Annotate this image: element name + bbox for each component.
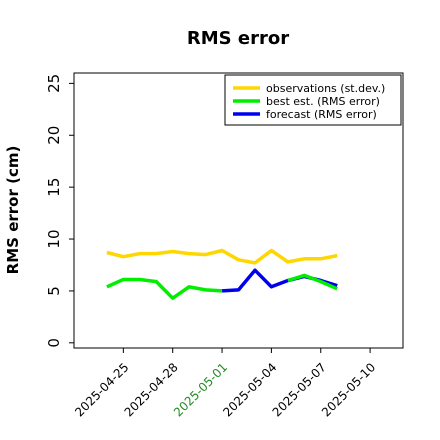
x-axis-ticks: 2025-04-252025-04-282025-05-012025-05-04… [72,348,378,419]
y-tick-label: 10 [45,229,63,248]
series-line [287,273,338,291]
y-tick-label: 15 [45,178,63,197]
series-line [106,248,338,265]
plot-area-frame [73,72,404,349]
y-tick-label: 0 [45,338,63,348]
y-tick-label: 20 [45,126,63,145]
y-tick-label: 25 [45,74,63,93]
legend: observations (st.dev.)best est. (RMS err… [224,74,402,126]
series-line [106,277,223,300]
y-tick-label: 5 [45,286,63,296]
legend-label: observations (st.dev.) [266,82,385,95]
y-axis-ticks: 0 5 10 15 20 25 [45,74,74,348]
chart-title: RMS error [187,28,289,49]
x-tick-label: 2025-05-10 [319,360,378,419]
series-lines [106,248,338,300]
legend-label: best est. (RMS error) [266,95,380,108]
legend-label: forecast (RMS error) [266,108,377,121]
y-axis-label: RMS error (cm) [4,146,22,275]
